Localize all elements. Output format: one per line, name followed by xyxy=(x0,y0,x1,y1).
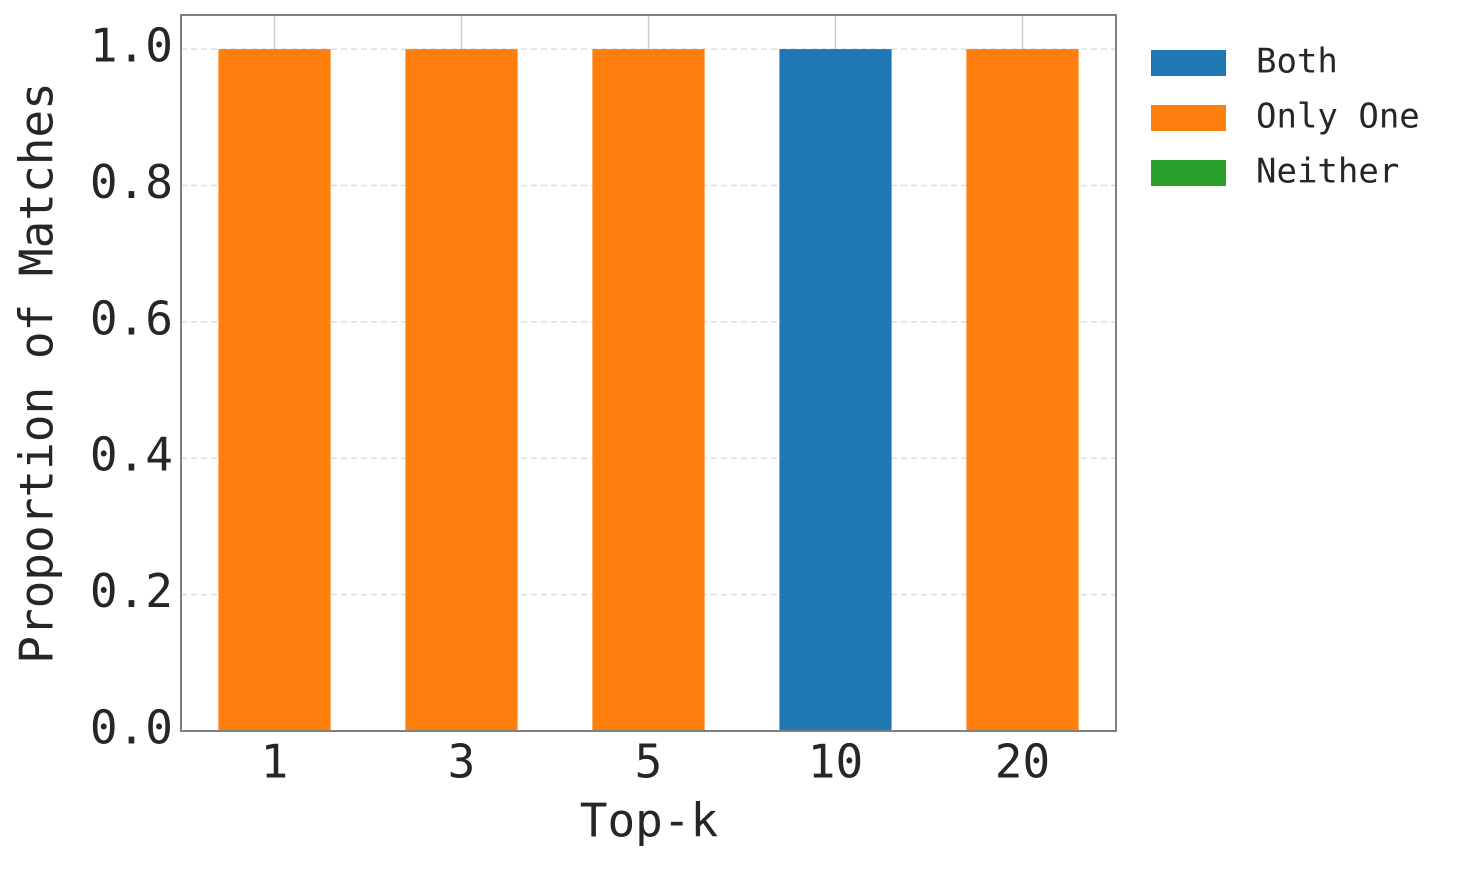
y-axis-label: Proportion of Matches xyxy=(10,82,64,664)
y-tick-label: 0.0 xyxy=(90,701,173,755)
legend-swatch xyxy=(1151,160,1226,186)
x-tick-label: 3 xyxy=(448,735,476,789)
y-tick-label: 0.4 xyxy=(90,428,173,482)
x-tick-label: 10 xyxy=(808,735,863,789)
legend-swatch xyxy=(1151,105,1226,131)
x-tick-label: 20 xyxy=(995,735,1050,789)
bar-segment xyxy=(218,49,331,732)
legend-label: Both xyxy=(1256,42,1338,82)
plot-frame xyxy=(180,14,1117,732)
y-tick-label: 1.0 xyxy=(90,19,173,73)
bar-segment xyxy=(592,49,705,732)
legend-label: Neither xyxy=(1256,152,1399,192)
y-tick-label: 0.8 xyxy=(90,155,173,209)
legend-label: Only One xyxy=(1256,97,1420,137)
y-tick-label: 0.6 xyxy=(90,291,173,345)
legend-swatch xyxy=(1151,50,1226,76)
bar-segment xyxy=(779,49,892,732)
y-tick-label: 0.2 xyxy=(90,564,173,618)
bar-segment xyxy=(966,49,1079,732)
x-tick-label: 5 xyxy=(635,735,663,789)
x-tick-label: 1 xyxy=(261,735,289,789)
x-axis-label: Top-k xyxy=(580,794,718,848)
bar-segment xyxy=(405,49,518,732)
